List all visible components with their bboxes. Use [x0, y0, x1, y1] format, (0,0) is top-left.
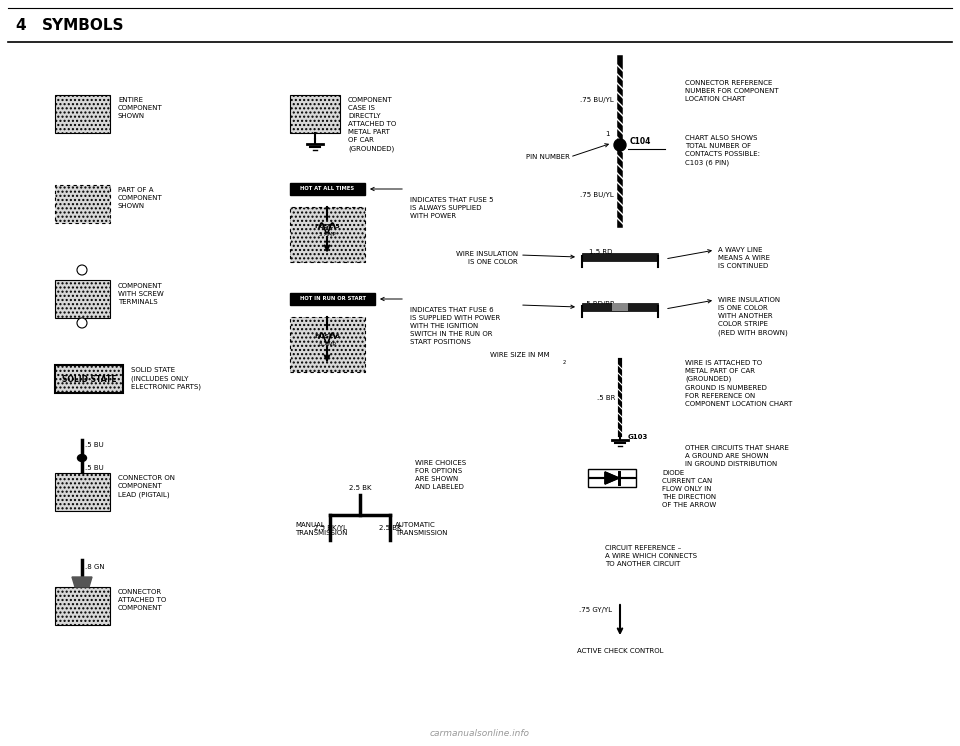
Text: HOT AT ALL TIMES: HOT AT ALL TIMES	[300, 186, 354, 192]
Text: INDICATES THAT FUSE 5
IS ALWAYS SUPPLIED
WITH POWER: INDICATES THAT FUSE 5 IS ALWAYS SUPPLIED…	[410, 197, 493, 219]
Text: PART OF A
COMPONENT
SHOWN: PART OF A COMPONENT SHOWN	[118, 187, 163, 209]
Circle shape	[77, 265, 87, 275]
Text: .75 GY/YL: .75 GY/YL	[579, 607, 612, 613]
Text: carmanualsonline.info: carmanualsonline.info	[430, 729, 530, 738]
Text: G103: G103	[628, 434, 648, 440]
Text: HOT IN RUN OR START: HOT IN RUN OR START	[300, 296, 366, 301]
Text: A WAVY LINE
MEANS A WIRE
IS CONTINUED: A WAVY LINE MEANS A WIRE IS CONTINUED	[718, 247, 770, 269]
Text: 1.5 RD: 1.5 RD	[588, 249, 612, 255]
Bar	[290, 207, 365, 262]
Text: SOLID STATE
(INCLUDES ONLY
ELECTRONIC PARTS): SOLID STATE (INCLUDES ONLY ELECTRONIC PA…	[131, 367, 201, 390]
Bar	[55, 95, 110, 133]
Bar	[55, 473, 110, 511]
Bar	[588, 469, 636, 487]
Text: CONNECTOR REFERENCE
NUMBER FOR COMPONENT
LOCATION CHART: CONNECTOR REFERENCE NUMBER FOR COMPONENT…	[685, 80, 779, 102]
Bar	[582, 253, 658, 261]
Bar	[290, 95, 340, 133]
Text: .5 BU: .5 BU	[85, 465, 104, 471]
Bar	[290, 317, 365, 372]
Text: FUSE 5: FUSE 5	[315, 224, 340, 228]
Text: OTHER CIRCUITS THAT SHARE
A GROUND ARE SHOWN
IN GROUND DISTRIBUTION: OTHER CIRCUITS THAT SHARE A GROUND ARE S…	[685, 445, 789, 467]
Text: ACTIVE CHECK CONTROL: ACTIVE CHECK CONTROL	[577, 648, 663, 654]
Text: COMPONENT
CASE IS
DIRECTLY
ATTACHED TO
METAL PART
OF CAR
(GROUNDED): COMPONENT CASE IS DIRECTLY ATTACHED TO M…	[348, 97, 396, 151]
Text: CHART ALSO SHOWS
TOTAL NUMBER OF
CONTACTS POSSIBLE:
C103 (6 PIN): CHART ALSO SHOWS TOTAL NUMBER OF CONTACT…	[685, 135, 760, 166]
Text: COMPONENT
WITH SCREW
TERMINALS: COMPONENT WITH SCREW TERMINALS	[118, 283, 164, 305]
Polygon shape	[605, 472, 619, 484]
Text: SOLID STATE: SOLID STATE	[61, 374, 116, 383]
Text: .75 BU/YL: .75 BU/YL	[580, 192, 614, 198]
Text: DIODE
CURRENT CAN
FLOW ONLY IN
THE DIRECTION
OF THE ARROW: DIODE CURRENT CAN FLOW ONLY IN THE DIREC…	[662, 470, 716, 508]
Polygon shape	[605, 472, 619, 484]
Text: ENTIRE
COMPONENT
SHOWN: ENTIRE COMPONENT SHOWN	[118, 97, 163, 119]
Text: .8 GN: .8 GN	[85, 564, 105, 570]
Text: FUSE 6: FUSE 6	[315, 333, 340, 339]
Text: CIRCUIT REFERENCE –
A WIRE WHICH CONNECTS
TO ANOTHER CIRCUIT: CIRCUIT REFERENCE – A WIRE WHICH CONNECT…	[605, 545, 697, 567]
Text: SYMBOLS: SYMBOLS	[42, 18, 125, 33]
Text: C104: C104	[630, 137, 652, 146]
Bar	[55, 185, 110, 223]
Text: WIRE INSULATION
IS ONE COLOR
WITH ANOTHER
COLOR STRIPE
(RED WITH BROWN): WIRE INSULATION IS ONE COLOR WITH ANOTHE…	[718, 297, 788, 336]
Text: WIRE INSULATION
IS ONE COLOR: WIRE INSULATION IS ONE COLOR	[456, 251, 518, 265]
Bar	[290, 293, 375, 305]
Polygon shape	[72, 577, 92, 587]
Text: 4: 4	[15, 18, 26, 33]
Text: 2.5 BK: 2.5 BK	[348, 485, 372, 491]
Text: PIN NUMBER: PIN NUMBER	[526, 154, 570, 160]
Bar	[582, 303, 658, 311]
Bar	[55, 280, 110, 318]
Text: WIRE CHOICES
FOR OPTIONS
ARE SHOWN
AND LABELED: WIRE CHOICES FOR OPTIONS ARE SHOWN AND L…	[415, 460, 467, 490]
Text: AUTOMATIC
TRANSMISSION: AUTOMATIC TRANSMISSION	[395, 522, 447, 536]
Text: CONNECTOR ON
COMPONENT
LEAD (PIGTAIL): CONNECTOR ON COMPONENT LEAD (PIGTAIL)	[118, 475, 175, 498]
Text: WIRE SIZE IN MM: WIRE SIZE IN MM	[490, 352, 550, 358]
Text: INDICATES THAT FUSE 6
IS SUPPLIED WITH POWER
WITH THE IGNITION
SWITCH IN THE RUN: INDICATES THAT FUSE 6 IS SUPPLIED WITH P…	[410, 307, 500, 345]
Bar	[55, 587, 110, 625]
Text: 1: 1	[606, 131, 610, 137]
Text: 2.5 BK: 2.5 BK	[379, 525, 401, 531]
Text: 5 AMP: 5 AMP	[319, 233, 335, 237]
Text: CONNECTOR
ATTACHED TO
COMPONENT: CONNECTOR ATTACHED TO COMPONENT	[118, 589, 166, 611]
Circle shape	[77, 318, 87, 328]
Text: .5 BU: .5 BU	[85, 442, 104, 448]
Bar	[55, 365, 123, 393]
Ellipse shape	[78, 454, 86, 462]
Text: .75 BU/YL: .75 BU/YL	[580, 97, 614, 103]
Text: .5 RD/BR: .5 RD/BR	[585, 301, 615, 307]
Circle shape	[614, 139, 626, 151]
Bar	[290, 183, 365, 195]
Text: WIRE IS ATTACHED TO
METAL PART OF CAR
(GROUNDED)
GROUND IS NUMBERED
FOR REFERENC: WIRE IS ATTACHED TO METAL PART OF CAR (G…	[685, 360, 792, 407]
Text: 2.5 BK/YL: 2.5 BK/YL	[314, 525, 347, 531]
Text: .5 BR: .5 BR	[596, 395, 615, 401]
Bar	[612, 303, 628, 311]
Text: MANUAL
TRANSMISSION: MANUAL TRANSMISSION	[295, 522, 348, 536]
Text: 8 AMP: 8 AMP	[319, 342, 335, 348]
Text: 2: 2	[563, 360, 566, 365]
